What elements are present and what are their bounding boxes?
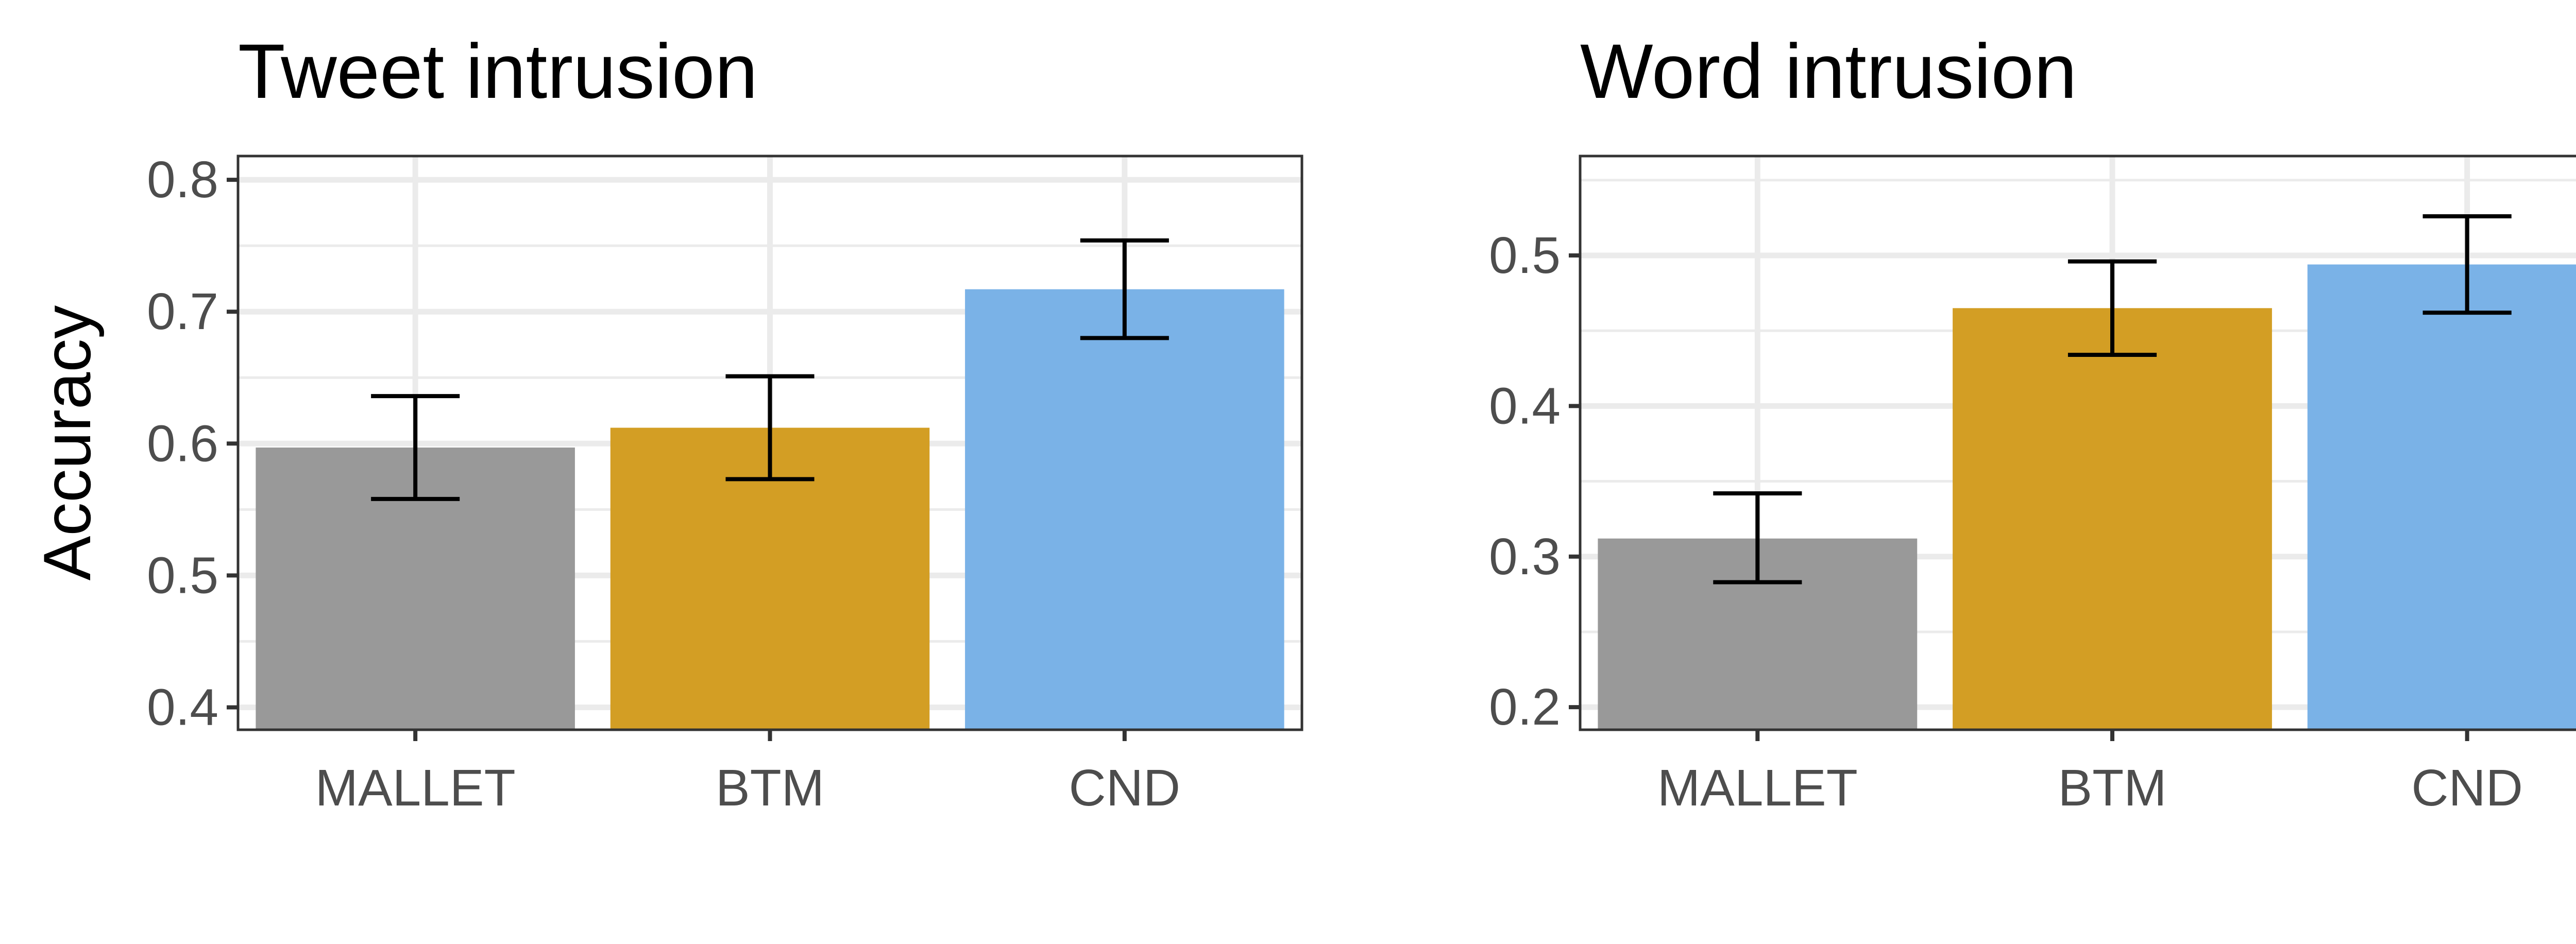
error-bar-mallet — [1713, 491, 1802, 585]
y-axis-title: Accuracy — [29, 305, 105, 581]
y-tick-label: 0.5 — [1489, 227, 1561, 284]
y-tick-label: 0.5 — [147, 546, 218, 604]
x-tick-label-mallet: MALLET — [1657, 759, 1858, 817]
x-tick-label-cnd: CND — [1069, 759, 1181, 817]
x-tick-label-btm: BTM — [716, 759, 824, 817]
x-tick-label-cnd: CND — [2411, 759, 2523, 817]
y-tick-label: 0.7 — [147, 283, 218, 340]
y-tick-label: 0.4 — [147, 678, 218, 736]
y-tick-label: 0.6 — [147, 415, 218, 472]
error-bar-cnd — [1080, 238, 1169, 340]
error-bar-btm — [725, 374, 815, 482]
y-tick-label: 0.8 — [147, 151, 218, 209]
tweet-intrusion-panel: 0.4 0.5 0.6 0.7 0.8 MALLET BTM CND Tweet intrusi… — [29, 28, 1303, 817]
x-tick-label-btm: BTM — [2058, 759, 2166, 817]
bar-cnd — [2307, 264, 2576, 730]
x-tick-label-mallet: MALLET — [315, 759, 516, 817]
y-tick-label: 0.2 — [1489, 678, 1561, 736]
word-intrusion-title: Word intrusion — [1580, 28, 2077, 114]
error-bar-cnd — [2422, 214, 2512, 315]
y-tick-label: 0.4 — [1489, 377, 1561, 435]
error-bar-btm — [2067, 259, 2157, 357]
bar-cnd — [965, 289, 1284, 730]
bar-btm — [1953, 308, 2272, 730]
tweet-intrusion-title: Tweet intrusion — [238, 28, 758, 114]
y-tick-label: 0.3 — [1489, 528, 1561, 586]
word-intrusion-panel: 0.2 0.3 0.4 0.5 MALLET BTM CND Word intrusion — [1489, 28, 2576, 817]
error-bar-mallet — [371, 394, 460, 501]
